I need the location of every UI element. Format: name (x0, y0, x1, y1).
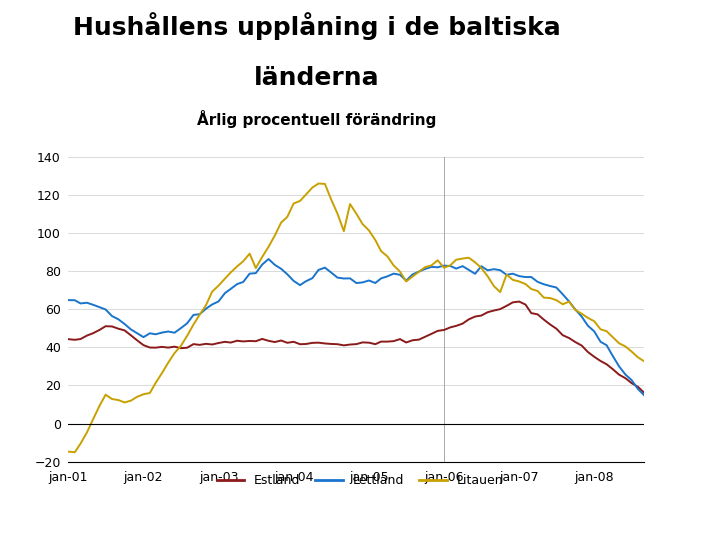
Text: Årlig procentuell förändring: Årlig procentuell förändring (197, 110, 436, 129)
Text: SVERIGES
RIKSBANK: SVERIGES RIKSBANK (641, 116, 680, 129)
Text: Källor: Reuters Ecowin och nationella: Källor: Reuters Ecowin och nationella (506, 515, 713, 525)
Text: länderna: länderna (254, 66, 379, 90)
Text: ✦ ✦ ✦
 ✦ ✦
✦ ✦ ✦: ✦ ✦ ✦ ✦ ✦ ✦ ✦ ✦ (649, 50, 672, 70)
Text: Diagram 2:40: Diagram 2:40 (11, 515, 87, 525)
Text: Hushållens upplåning i de baltiska: Hushållens upplåning i de baltiska (73, 12, 561, 40)
Legend: Estland, Lettland, Litauen: Estland, Lettland, Litauen (212, 469, 508, 492)
